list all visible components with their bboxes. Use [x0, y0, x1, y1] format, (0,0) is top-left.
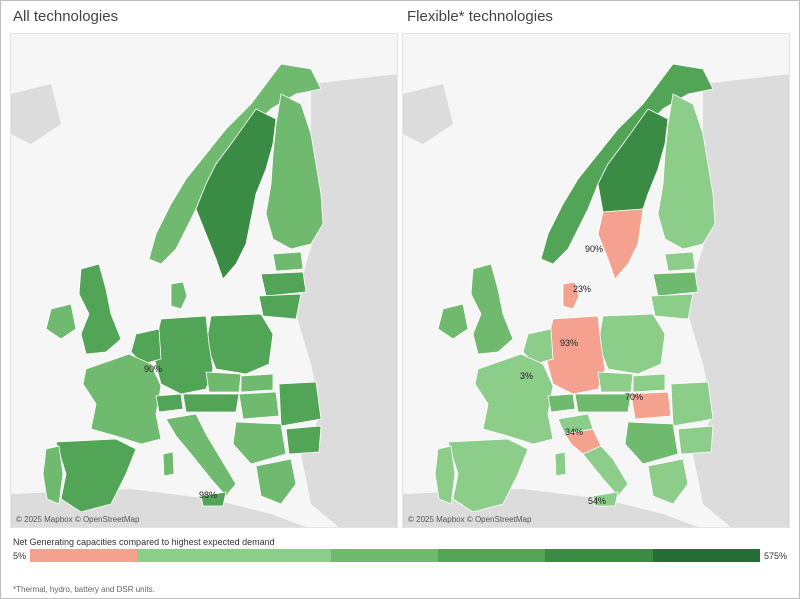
country-poland[interactable] [597, 313, 666, 375]
map-label-denmark-23: 23% [573, 284, 591, 294]
country-latvia[interactable] [260, 271, 307, 297]
country-france[interactable] [82, 353, 162, 445]
country-netherlands-belgium[interactable] [130, 328, 162, 365]
legend-segment [30, 549, 138, 562]
country-denmark[interactable] [562, 281, 580, 310]
country-ireland[interactable] [45, 303, 77, 340]
map-flexible-technologies[interactable]: 90% 23% 93% 3% 70% 34% 54% © 2025 Mapbox… [402, 33, 790, 528]
country-spain[interactable] [447, 438, 529, 513]
country-denmark[interactable] [170, 281, 188, 310]
country-latvia[interactable] [652, 271, 699, 297]
map-flexible-technologies-svg: 90% 23% 93% 3% 70% 34% 54% [403, 63, 789, 527]
country-serbia-balkans[interactable] [232, 421, 287, 465]
island-sardinia[interactable] [554, 451, 567, 477]
country-hungary[interactable] [238, 391, 280, 420]
legend-segment [330, 549, 438, 562]
country-czechia[interactable] [205, 371, 242, 393]
right-map-attribution: © 2025 Mapbox © OpenStreetMap [408, 515, 532, 524]
country-sweden[interactable] [195, 108, 277, 280]
country-united-kingdom[interactable] [470, 263, 514, 355]
country-france[interactable] [474, 353, 554, 445]
map-label-italy-98: 98% [199, 490, 217, 500]
legend-min-label: 5% [13, 551, 27, 561]
map-label-france-3: 3% [520, 371, 533, 381]
country-united-kingdom[interactable] [78, 263, 122, 355]
legend-title: Net Generating capacities compared to hi… [13, 537, 275, 547]
country-switzerland[interactable] [155, 393, 184, 413]
country-bulgaria[interactable] [285, 425, 322, 455]
country-spain[interactable] [55, 438, 137, 513]
country-portugal[interactable] [42, 445, 64, 505]
left-map-title: All technologies [13, 8, 119, 25]
country-slovakia[interactable] [240, 373, 274, 393]
left-map-attribution: © 2025 Mapbox © OpenStreetMap [16, 515, 140, 524]
country-austria[interactable] [574, 393, 632, 413]
legend-max-label: 575% [764, 551, 788, 561]
background-land-greenland [11, 84, 61, 144]
country-greece[interactable] [647, 458, 689, 505]
country-germany[interactable] [544, 315, 606, 395]
map-label-france-90: 90% [144, 364, 162, 374]
map-label-greece-54: 54% [588, 496, 606, 506]
map-label-germany-93: 93% [560, 338, 578, 348]
background-land-greenland [403, 84, 453, 144]
country-germany[interactable] [152, 315, 214, 395]
country-romania[interactable] [278, 381, 322, 427]
country-italy[interactable] [165, 413, 237, 497]
country-serbia-balkans[interactable] [624, 421, 679, 465]
legend-segment [652, 549, 761, 562]
country-italy-south[interactable] [582, 445, 629, 497]
country-austria[interactable] [182, 393, 240, 413]
country-bulgaria[interactable] [677, 425, 714, 455]
country-ireland[interactable] [437, 303, 469, 340]
island-sardinia[interactable] [162, 451, 175, 477]
country-estonia[interactable] [664, 251, 696, 272]
country-lithuania[interactable] [650, 293, 694, 320]
island-sicily[interactable] [200, 491, 227, 507]
country-portugal[interactable] [434, 445, 456, 505]
map-all-technologies[interactable]: 90% 98% © 2025 Mapbox © OpenStreetMap [10, 33, 398, 528]
legend-segment [137, 549, 331, 562]
map-label-sweden-90: 90% [585, 244, 603, 254]
legend-segment [545, 549, 653, 562]
map-label-hungary-70: 70% [625, 392, 643, 402]
legend-color-bar [30, 549, 761, 562]
background-land-east [688, 74, 789, 527]
country-switzerland[interactable] [547, 393, 576, 413]
footnote: *Thermal, hydro, battery and DSR units. [13, 585, 155, 594]
country-greece[interactable] [255, 458, 297, 505]
right-map-title: Flexible* technologies [407, 8, 553, 25]
country-finland[interactable] [265, 93, 324, 250]
country-czechia[interactable] [597, 371, 634, 393]
map-label-italy-34: 34% [565, 427, 583, 437]
map-all-technologies-svg: 90% 98% [11, 63, 397, 527]
background-land-east [296, 74, 397, 527]
country-finland[interactable] [657, 93, 716, 250]
country-netherlands-belgium[interactable] [522, 328, 554, 365]
country-lithuania[interactable] [258, 293, 302, 320]
legend-segment [437, 549, 546, 562]
island-sicily[interactable] [592, 491, 619, 507]
country-sweden-south[interactable] [597, 208, 644, 280]
country-estonia[interactable] [272, 251, 304, 272]
country-romania[interactable] [670, 381, 714, 427]
country-hungary[interactable] [630, 391, 672, 420]
country-poland[interactable] [205, 313, 274, 375]
country-slovakia[interactable] [632, 373, 666, 393]
